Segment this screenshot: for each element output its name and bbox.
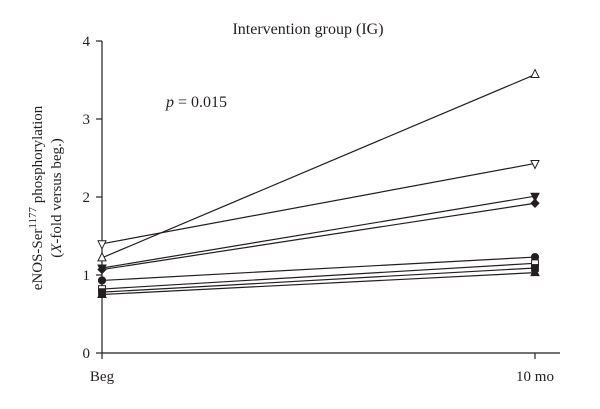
y-axis-label-open: ( bbox=[49, 253, 65, 258]
y-tick-label: 4 bbox=[83, 34, 91, 50]
series-8 bbox=[97, 266, 540, 298]
series-2 bbox=[97, 159, 540, 250]
y-axis-label: eNOS-Ser1177 phosphorylation (X-fold ver… bbox=[27, 105, 65, 290]
y-tick-label: 2 bbox=[83, 190, 91, 206]
y-tick-label: 3 bbox=[83, 112, 91, 128]
y-axis-label-line2: (X-fold versus beg.) bbox=[49, 138, 65, 258]
axes: 0 1 2 3 4 Beg 10 mo bbox=[83, 34, 560, 385]
series-line bbox=[101, 202, 536, 271]
series-line bbox=[101, 262, 536, 290]
p-value-symbol: p bbox=[165, 94, 174, 111]
y-axis-label-main: eNOS-Ser bbox=[30, 229, 46, 291]
y-tick-label: 0 bbox=[83, 346, 91, 362]
series-line bbox=[101, 267, 536, 293]
series-line bbox=[101, 195, 536, 269]
series-1 bbox=[97, 68, 540, 262]
y-axis-label-line2-rest: -fold versus beg.) bbox=[49, 138, 65, 243]
y-axis-label-italic: X bbox=[49, 243, 65, 254]
chart-title: Intervention group (IG) bbox=[232, 21, 383, 38]
series-5 bbox=[97, 252, 540, 285]
data-point-marker bbox=[97, 276, 107, 285]
p-value-text: = 0.015 bbox=[174, 94, 227, 111]
data-point-marker bbox=[97, 251, 107, 262]
y-axis-label-rest: phosphorylation bbox=[30, 105, 46, 207]
data-point-marker bbox=[530, 192, 540, 203]
y-axis-label-superscript: 1177 bbox=[27, 207, 39, 229]
series-line bbox=[101, 256, 536, 282]
plot-area bbox=[97, 68, 540, 298]
data-point-marker bbox=[530, 159, 540, 170]
series-4 bbox=[97, 198, 540, 275]
data-point-marker bbox=[97, 264, 107, 275]
data-point-marker bbox=[530, 198, 540, 208]
series-line bbox=[101, 73, 536, 259]
y-axis-label-line1: eNOS-Ser1177 phosphorylation bbox=[27, 105, 46, 290]
data-point-marker bbox=[97, 288, 107, 298]
x-tick-label: Beg bbox=[90, 369, 115, 385]
series-line bbox=[101, 272, 536, 296]
data-point-marker bbox=[97, 240, 107, 250]
x-tick-label: 10 mo bbox=[516, 369, 554, 385]
data-point-marker bbox=[530, 68, 540, 79]
p-value-annotation: p = 0.015 bbox=[165, 94, 227, 111]
data-point-marker bbox=[530, 266, 540, 277]
y-tick-label: 1 bbox=[83, 268, 91, 284]
series-line bbox=[101, 162, 536, 245]
